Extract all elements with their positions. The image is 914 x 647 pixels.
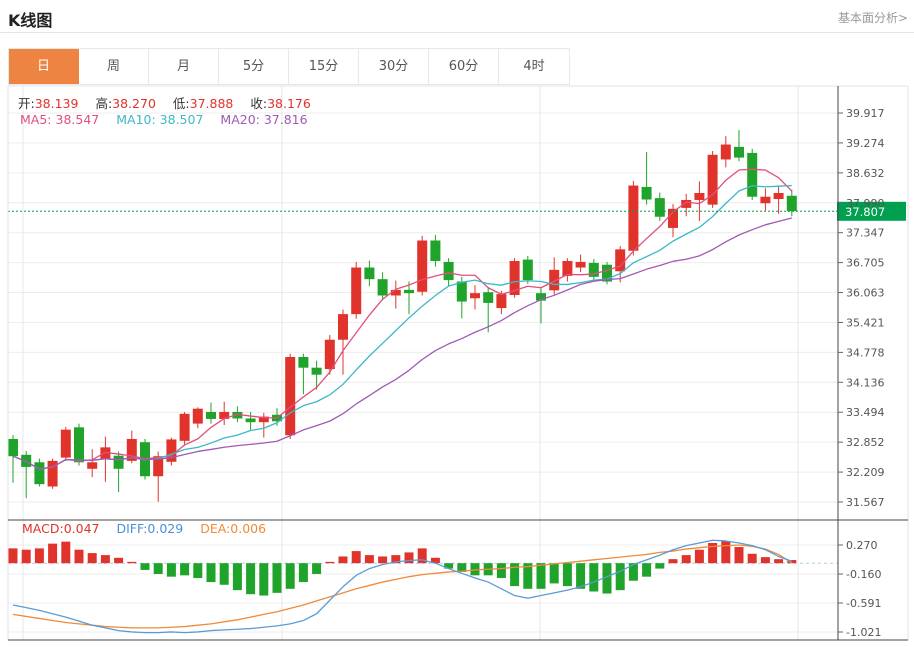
diff-line: [12, 539, 793, 634]
svg-text:-0.160: -0.160: [846, 568, 881, 581]
fundamental-analysis-link[interactable]: 基本面分析>: [837, 11, 908, 25]
svg-text:32.209: 32.209: [846, 466, 885, 479]
macd-value: 0.047: [63, 521, 100, 536]
timeframe-tabs: 日 周 月 5分 15分 30分 60分 4时: [8, 48, 570, 85]
close-label: 收:: [250, 96, 268, 111]
ma5-value: 38.547: [55, 112, 100, 127]
svg-text:36.063: 36.063: [846, 287, 885, 300]
svg-text:-1.021: -1.021: [846, 626, 881, 639]
ma10-value: 38.507: [159, 112, 204, 127]
high-label: 高:: [95, 96, 113, 111]
main-y-axis-labels: 39.917 39.274 38.632 37.990 37.347 36.705 36.0…: [838, 107, 885, 509]
ma10-label: MA10:: [116, 112, 156, 127]
svg-text:39.274: 39.274: [846, 137, 885, 150]
tab-30min[interactable]: 30分: [359, 49, 429, 84]
grid-lines: [8, 86, 838, 640]
low-value: 37.888: [189, 96, 234, 111]
svg-text:39.917: 39.917: [846, 107, 885, 120]
open-value: 38.139: [34, 96, 79, 111]
dea-label: DEA:: [200, 521, 231, 536]
svg-text:36.705: 36.705: [846, 257, 885, 270]
page-title: K线图: [8, 11, 53, 30]
macd-y-axis-labels: 0.270 -0.160 -0.591 -1.021: [838, 539, 881, 639]
high-value: 38.270: [112, 96, 156, 111]
tab-month[interactable]: 月: [149, 49, 219, 84]
dea-line: [12, 544, 793, 629]
tab-week[interactable]: 周: [79, 49, 149, 84]
tab-5min[interactable]: 5分: [219, 49, 289, 84]
svg-text:33.494: 33.494: [846, 406, 885, 419]
open-label: 开:: [18, 96, 35, 111]
macd-legend: MACD:0.047 DIFF:0.029 DEA:0.006: [22, 521, 279, 536]
tab-4hour[interactable]: 4时: [499, 49, 569, 84]
dea-value: 0.006: [230, 521, 267, 536]
close-value: 38.176: [267, 96, 311, 111]
macd-label: MACD:: [22, 521, 64, 536]
ohlc-legend: 开:38.139 高:38.270 低:37.888 收:38.176: [18, 93, 324, 112]
ma5-label: MA5:: [20, 112, 52, 127]
svg-text:37.807: 37.807: [845, 205, 885, 219]
svg-text:37.347: 37.347: [846, 227, 885, 240]
tab-day[interactable]: 日: [9, 49, 79, 84]
svg-text:0.270: 0.270: [846, 539, 878, 552]
svg-text:31.567: 31.567: [846, 496, 885, 509]
low-label: 低:: [172, 96, 190, 111]
svg-text:-0.591: -0.591: [846, 597, 881, 610]
price-tag: 37.807: [837, 201, 906, 221]
ma20-label: MA20:: [220, 112, 260, 127]
macd-histogram: [8, 540, 797, 596]
tab-60min[interactable]: 60分: [429, 49, 499, 84]
svg-text:34.778: 34.778: [846, 346, 885, 359]
chart-borders: [7, 85, 909, 641]
ma5-line: [12, 168, 793, 470]
diff-value: 0.029: [147, 521, 184, 536]
ma-legend: MA5: 38.547 MA10: 38.507 MA20: 37.816: [20, 112, 321, 127]
svg-text:32.852: 32.852: [846, 436, 885, 449]
ma20-value: 37.816: [263, 112, 308, 127]
svg-text:34.136: 34.136: [846, 376, 885, 389]
ma10-line: [12, 184, 792, 470]
ma20-line: [12, 217, 792, 470]
candles: [8, 130, 797, 502]
tab-15min[interactable]: 15分: [289, 49, 359, 84]
svg-text:35.421: 35.421: [846, 316, 885, 329]
svg-text:38.632: 38.632: [846, 167, 885, 180]
diff-label: DIFF:: [116, 521, 148, 536]
title-divider: [0, 32, 914, 33]
svg-text:37.990: 37.990: [846, 197, 885, 210]
